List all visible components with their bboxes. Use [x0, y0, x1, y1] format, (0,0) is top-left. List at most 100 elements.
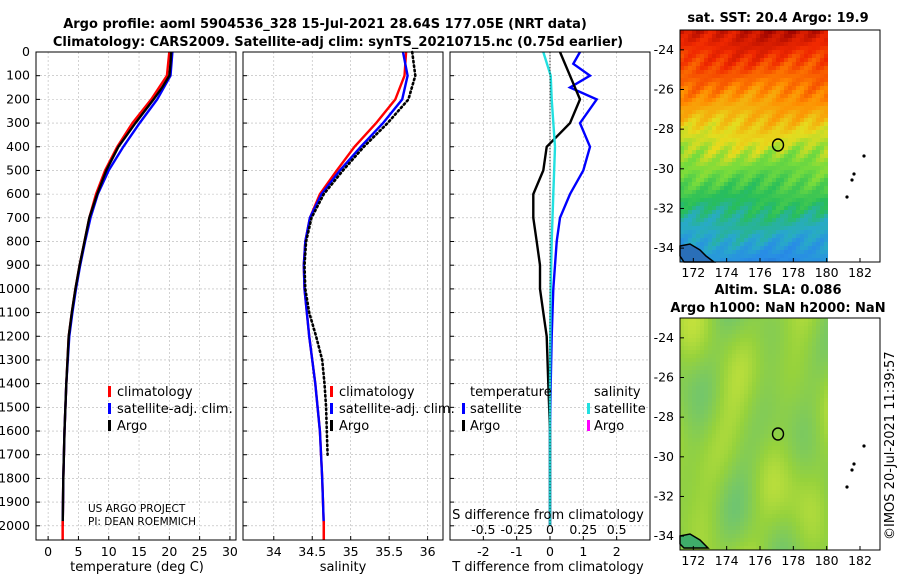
map-cell — [720, 334, 725, 339]
map-cell — [704, 474, 709, 479]
map-cell — [800, 162, 805, 167]
map-cell — [724, 62, 729, 67]
map-cell — [772, 510, 777, 515]
map-cell — [712, 546, 717, 551]
map-cell — [740, 546, 745, 551]
map-cell — [772, 78, 777, 83]
map-cell — [792, 54, 797, 59]
map-cell — [812, 166, 817, 171]
map-cell — [744, 74, 749, 79]
map-cell — [816, 486, 821, 491]
map-cell — [760, 90, 765, 95]
map-cell — [804, 486, 809, 491]
map-cell — [724, 138, 729, 143]
map-cell — [764, 446, 769, 451]
map-cell — [712, 382, 717, 387]
map-cell — [756, 98, 761, 103]
map-cell — [768, 506, 773, 511]
map-cell — [692, 46, 697, 51]
map-cell — [788, 526, 793, 531]
map-cell — [816, 38, 821, 43]
map-cell — [776, 206, 781, 211]
map-cell — [712, 234, 717, 239]
longitude-tick-label: 172 — [681, 553, 705, 568]
map-cell — [764, 254, 769, 259]
map-cell — [688, 410, 693, 415]
map-cell — [700, 522, 705, 527]
map-cell — [808, 538, 813, 543]
map-cell — [720, 326, 725, 331]
map-cell — [712, 182, 717, 187]
map-cell — [716, 246, 721, 251]
map-cell — [696, 110, 701, 115]
map-cell — [696, 338, 701, 343]
map-cell — [684, 218, 689, 223]
map-cell — [688, 230, 693, 235]
map-cell — [764, 58, 769, 63]
map-cell — [684, 106, 689, 111]
map-cell — [700, 374, 705, 379]
map-cell — [744, 250, 749, 255]
map-cell — [800, 330, 805, 335]
map-cell — [704, 422, 709, 427]
map-cell — [684, 486, 689, 491]
map-cell — [680, 346, 685, 351]
map-cell — [720, 222, 725, 227]
map-cell — [748, 146, 753, 151]
map-cell — [756, 322, 761, 327]
map-cell — [760, 426, 765, 431]
map-cell — [760, 58, 765, 63]
map-cell — [772, 434, 777, 439]
map-cell — [744, 518, 749, 523]
map-cell — [784, 50, 789, 55]
map-cell — [756, 214, 761, 219]
map-cell — [804, 146, 809, 151]
map-cell — [764, 334, 769, 339]
map-cell — [792, 222, 797, 227]
map-cell — [696, 150, 701, 155]
map-cell — [764, 242, 769, 247]
map-cell — [800, 482, 805, 487]
map-cell — [760, 534, 765, 539]
legend-climatology-swatch — [330, 386, 333, 397]
map-cell — [720, 70, 725, 75]
map-cell — [796, 530, 801, 535]
map-cell — [744, 150, 749, 155]
map-cell — [720, 510, 725, 515]
map-cell — [760, 334, 765, 339]
map-cell — [724, 58, 729, 63]
map-cell — [740, 462, 745, 467]
map-cell — [780, 510, 785, 515]
map-cell — [728, 354, 733, 359]
map-cell — [732, 102, 737, 107]
map-cell — [816, 534, 821, 539]
map-cell — [764, 34, 769, 39]
map-cell — [700, 350, 705, 355]
map-cell — [688, 338, 693, 343]
map-cell — [716, 398, 721, 403]
map-cell — [788, 394, 793, 399]
map-cell — [784, 62, 789, 67]
map-cell — [744, 350, 749, 355]
map-cell — [820, 206, 825, 211]
map-cell — [748, 70, 753, 75]
map-cell — [784, 418, 789, 423]
map-cell — [744, 214, 749, 219]
map-cell — [760, 346, 765, 351]
map-cell — [736, 494, 741, 499]
map-cell — [808, 234, 813, 239]
map-cell — [764, 462, 769, 467]
map-cell — [724, 434, 729, 439]
legend-s-argo-swatch — [587, 420, 590, 431]
map-cell — [780, 66, 785, 71]
map-cell — [808, 42, 813, 47]
map-cell — [748, 138, 753, 143]
map-cell — [824, 190, 829, 195]
map-cell — [808, 78, 813, 83]
map-cell — [680, 114, 685, 119]
map-cell — [800, 154, 805, 159]
map-cell — [784, 422, 789, 427]
map-cell — [696, 334, 701, 339]
map-cell — [712, 414, 717, 419]
map-cell — [732, 546, 737, 551]
